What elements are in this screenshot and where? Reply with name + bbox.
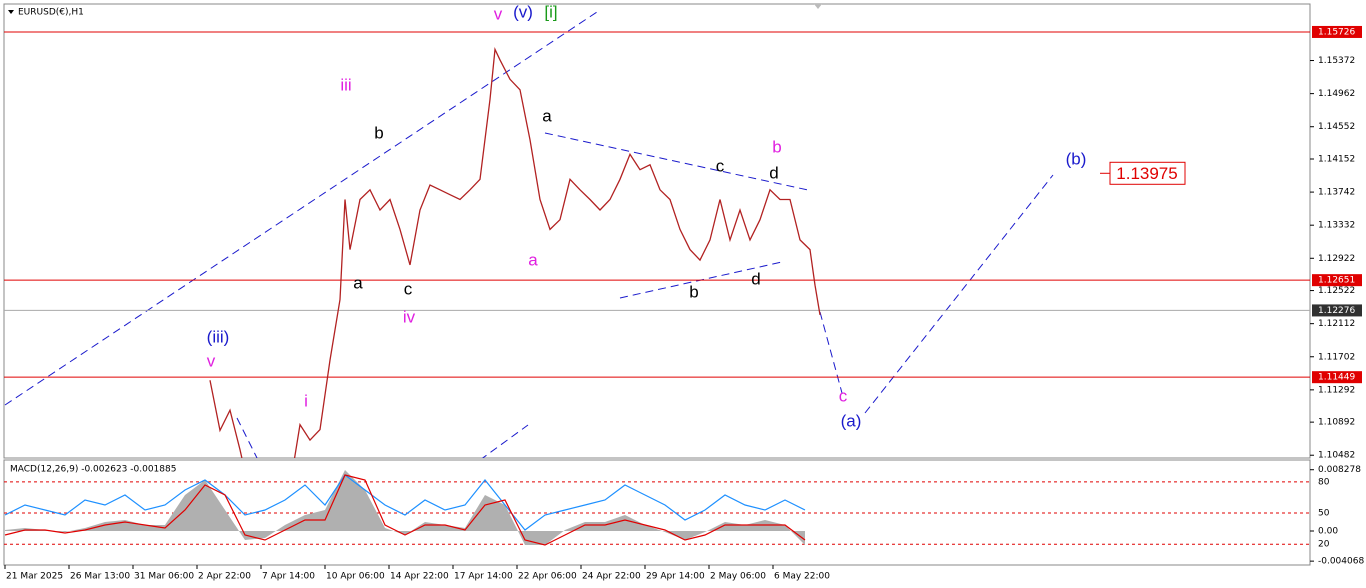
x-tick-label: 22 Apr 06:00 xyxy=(518,572,577,582)
y-tick-label: 0.00 xyxy=(1318,527,1338,537)
wave-label: c xyxy=(404,279,413,298)
macd-line xyxy=(4,474,806,531)
wave-label: i xyxy=(304,391,308,410)
wave-label: c xyxy=(839,386,848,405)
y-tick-label: -0.004068 xyxy=(1318,557,1364,567)
level-label: 1.11449 xyxy=(1318,373,1355,383)
wave-label: b xyxy=(689,282,698,301)
wave-label: a xyxy=(542,106,552,125)
wave-label: a xyxy=(353,273,363,292)
wave-label: iv xyxy=(403,307,416,326)
wave-label: (b) xyxy=(1066,149,1087,168)
y-tick-label: 1.12522 xyxy=(1318,286,1355,296)
trendline xyxy=(4,9,601,406)
forecast-line xyxy=(864,174,1054,414)
trendline xyxy=(236,417,258,458)
price-pane xyxy=(3,3,1311,459)
level-label: 1.12651 xyxy=(1318,276,1355,286)
menu-triangle[interactable] xyxy=(8,10,14,14)
y-tick-label: 1.12112 xyxy=(1318,319,1355,329)
trendline xyxy=(481,424,529,458)
wave-label: b xyxy=(772,137,781,156)
chart-title: EURUSD(€),H1 xyxy=(18,8,84,18)
level-label-bg xyxy=(1312,274,1362,287)
wave-label: (iii) xyxy=(207,327,230,346)
y2-tick-label: 20 xyxy=(1318,540,1330,550)
x-tick-label: 14 Apr 22:00 xyxy=(390,572,449,582)
wave-label: iii xyxy=(340,75,351,94)
y2-tick-label: 50 xyxy=(1318,509,1330,519)
y-tick-label: 1.14552 xyxy=(1318,122,1355,132)
y2-tick-label: 80 xyxy=(1318,477,1330,487)
level-label: 1.15726 xyxy=(1318,27,1355,37)
macd-histogram xyxy=(5,470,805,545)
y-tick-label: 1.14152 xyxy=(1318,155,1355,165)
price-clip xyxy=(4,31,1310,458)
x-tick-label: 2 May 06:00 xyxy=(710,572,766,582)
wave-label: d xyxy=(751,269,760,288)
y-tick-label: 1.11702 xyxy=(1318,352,1355,362)
wave-label: (v) xyxy=(513,2,533,21)
wave-label: c xyxy=(716,156,725,175)
y-tick-label: 1.15372 xyxy=(1318,56,1355,66)
y-tick-label: 1.10892 xyxy=(1318,418,1355,428)
x-tick-label: 24 Apr 22:00 xyxy=(582,572,641,582)
x-tick-label: 10 Apr 06:00 xyxy=(326,572,385,582)
price-line-series xyxy=(209,47,821,458)
level-label-bg xyxy=(1312,25,1362,38)
y-tick-label: 0.008278 xyxy=(1318,465,1361,475)
x-tick-label: 7 Apr 14:00 xyxy=(262,572,315,582)
x-tick-label: 6 May 22:00 xyxy=(774,572,830,582)
wave-label: v xyxy=(494,4,503,23)
y-tick-label: 1.13332 xyxy=(1318,221,1355,231)
x-tick-label: 29 Apr 14:00 xyxy=(646,572,705,582)
x-tick-label: 17 Apr 14:00 xyxy=(454,572,513,582)
price-label-bg xyxy=(1312,304,1362,317)
x-tick-label: 26 Mar 13:00 xyxy=(70,572,130,582)
x-tick-label: 21 Mar 2025 xyxy=(6,572,63,582)
wave-label: d xyxy=(769,163,778,182)
y-tick-label: 1.12922 xyxy=(1318,254,1355,264)
y-tick-label: 1.10482 xyxy=(1318,451,1355,461)
macd-line xyxy=(4,474,806,546)
y-tick-label: 1.13742 xyxy=(1318,188,1355,198)
shift-marker[interactable] xyxy=(814,4,822,9)
wave-label: v xyxy=(207,351,216,370)
target-label: 1.13975 xyxy=(1116,164,1177,183)
y-tick-label: 1.14962 xyxy=(1318,89,1355,99)
macd-clip xyxy=(4,470,1310,546)
wave-label: b xyxy=(374,123,383,142)
x-tick-label: 31 Mar 06:00 xyxy=(134,572,194,582)
trendline xyxy=(544,132,809,191)
forecast-line xyxy=(819,311,843,394)
wave-label: a xyxy=(528,250,538,269)
price-label: 1.12276 xyxy=(1318,306,1355,316)
level-label-bg xyxy=(1312,371,1362,384)
target-box xyxy=(1109,161,1186,185)
y-tick-label: 1.11292 xyxy=(1318,385,1355,395)
x-tick-label: 2 Apr 22:00 xyxy=(198,572,251,582)
wave-label: [i] xyxy=(544,2,557,21)
macd-title: MACD(12,26,9) -0.002623 -0.001885 xyxy=(10,465,176,475)
wave-label: (a) xyxy=(841,411,862,430)
